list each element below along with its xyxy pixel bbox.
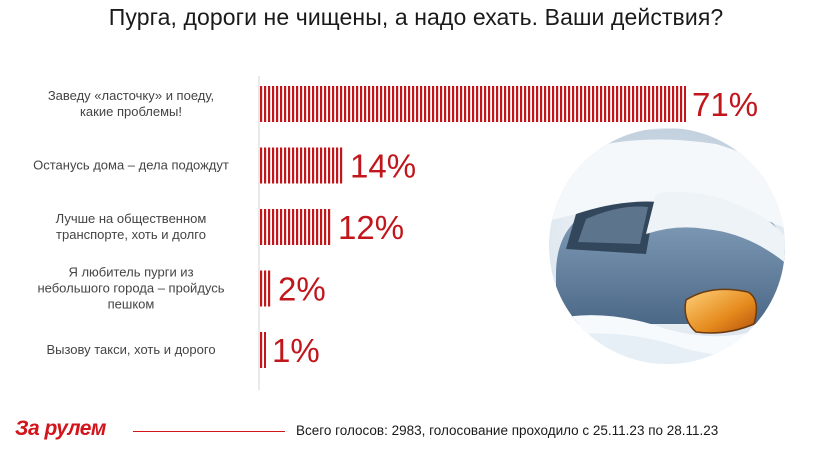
category-label-line: пешком (108, 297, 155, 312)
category-label-line: Я любитель пурги из (68, 265, 193, 280)
category-label-5: Вызову такси, хоть и дорого (46, 342, 215, 357)
bar-2 (260, 147, 344, 184)
footer-vote-info: Всего голосов: 2983, голосование проходи… (296, 423, 719, 438)
category-label-line: транспорте, хоть и долго (56, 227, 206, 242)
value-label-2: 14% (350, 148, 416, 185)
category-label-line: небольшого города – пройдусь (37, 281, 224, 296)
bar-5 (260, 332, 266, 368)
bar-1 (260, 86, 686, 122)
footer-divider (133, 431, 285, 432)
bar-chart: 71% Заведу «ласточку» и поеду, какие пробл… (33, 76, 758, 390)
value-label-5: 1% (272, 332, 320, 369)
bar-3 (260, 209, 332, 245)
chart-title: Пурга, дороги не чищены, а надо ехать. В… (108, 4, 724, 30)
category-label-line: какие проблемы! (80, 104, 182, 119)
category-label-line: Заведу «ласточку» и поеду, (48, 88, 214, 103)
value-label-3: 12% (338, 209, 404, 246)
value-label-4: 2% (278, 271, 326, 308)
category-label-4: Я любитель пурги из небольшого города – п… (37, 265, 224, 312)
bar-4 (260, 270, 272, 307)
category-label-1: Заведу «ласточку» и поеду, какие проблемы… (48, 88, 214, 119)
value-label-1: 71% (692, 86, 758, 123)
category-label-3: Лучше на общественном транспорте, хоть и … (56, 211, 207, 242)
category-label-line: Лучше на общественном (56, 211, 207, 226)
snow-covered-car-photo (549, 128, 785, 364)
category-label-2: Останусь дома – дела подождут (33, 158, 229, 173)
za-rulem-logo: За рулем (15, 417, 106, 440)
category-label-line: Останусь дома – дела подождут (33, 158, 229, 173)
category-label-line: Вызову такси, хоть и дорого (46, 342, 215, 357)
